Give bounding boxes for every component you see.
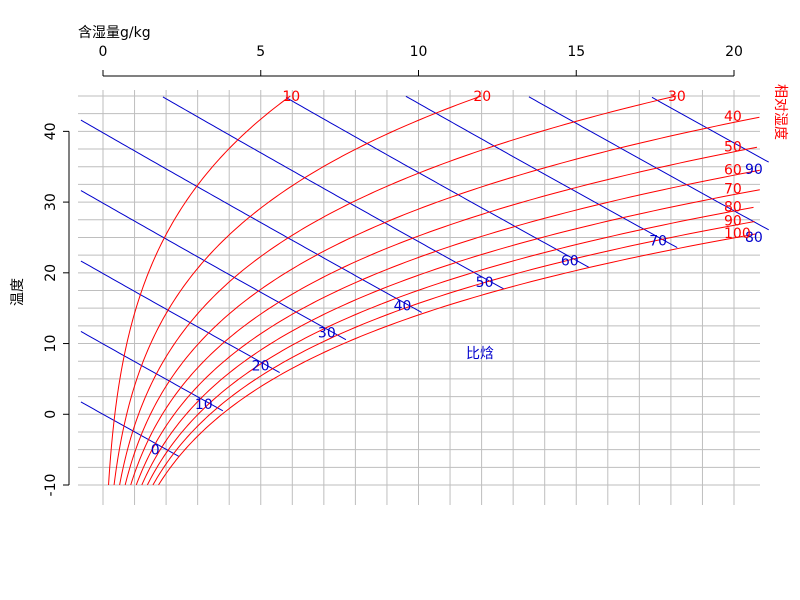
- x-tick-label: 5: [256, 44, 265, 60]
- rh-label-60: 60: [724, 162, 742, 178]
- y-axis-title: 温度: [10, 278, 26, 306]
- rh-curve-40: [124, 116, 760, 486]
- enthalpy-series-title: 比焓: [466, 346, 494, 362]
- rh-curve-100: [158, 233, 757, 486]
- enthalpy-label-10: 10: [195, 397, 213, 413]
- y-tick-label: -10: [43, 474, 59, 497]
- enthalpy-line-10: [80, 331, 224, 412]
- rh-curve-10: [108, 95, 291, 486]
- grid: [78, 90, 760, 505]
- relative-humidity-curves: [108, 95, 760, 486]
- enthalpy-label-80: 80: [745, 230, 763, 246]
- enthalpy-line-70: [405, 95, 678, 249]
- rh-curve-70: [141, 189, 760, 486]
- x-tick-label: 10: [410, 44, 428, 60]
- y-tick-label: 20: [43, 264, 59, 282]
- enthalpy-line-30: [80, 190, 347, 341]
- enthalpy-line-90: [651, 96, 769, 163]
- rh-label-50: 50: [724, 139, 742, 155]
- enthalpy-line-60: [285, 97, 590, 268]
- rh-label-80: 80: [724, 199, 742, 215]
- enthalpy-label-30: 30: [318, 326, 336, 342]
- rh-label-30: 30: [668, 89, 686, 105]
- rh-curve-50: [130, 146, 758, 486]
- rh-curve-20: [113, 95, 482, 486]
- enthalpy-label-0: 0: [151, 442, 160, 458]
- y-tick-label: 40: [43, 122, 59, 140]
- rh-curve-60: [135, 169, 760, 486]
- enthalpy-label-50: 50: [476, 275, 494, 291]
- enthalpy-label-60: 60: [561, 253, 579, 269]
- rh-label-100: 100: [724, 226, 751, 242]
- x-tick-label: 15: [567, 44, 585, 60]
- axes: 0 5 10 15 20 -10 0 10 20 30 40: [43, 44, 743, 496]
- enthalpy-label-70: 70: [649, 234, 667, 250]
- rh-curve-80: [146, 206, 754, 486]
- rh-label-20: 20: [473, 89, 491, 105]
- rh-label-90: 90: [724, 214, 742, 230]
- y-tick-label: 30: [43, 193, 59, 211]
- enthalpy-lines: [80, 95, 769, 457]
- y-tick-label: 10: [43, 335, 59, 353]
- enthalpy-label-90: 90: [745, 162, 763, 178]
- enthalpy-line-50: [162, 96, 504, 290]
- enthalpy-line-20: [80, 260, 280, 373]
- x-axis-title: 含湿量g/kg: [78, 25, 151, 41]
- enthalpy-label-20: 20: [252, 359, 270, 375]
- enthalpy-line-80: [528, 96, 769, 231]
- rh-label-40: 40: [724, 109, 742, 125]
- rh-curve-90: [152, 221, 755, 486]
- rh-label-70: 70: [724, 182, 742, 198]
- enthalpy-line-40: [80, 119, 422, 313]
- enthalpy-label-40: 40: [394, 298, 412, 314]
- rh-label-10: 10: [282, 89, 300, 105]
- y-tick-label: 0: [43, 410, 59, 419]
- rh-series-title: 相对湿度: [772, 84, 788, 140]
- x-tick-label: 20: [725, 44, 743, 60]
- rh-curve-30: [119, 95, 677, 486]
- enthalpy-line-0: [80, 401, 179, 457]
- x-tick-label: 0: [99, 44, 108, 60]
